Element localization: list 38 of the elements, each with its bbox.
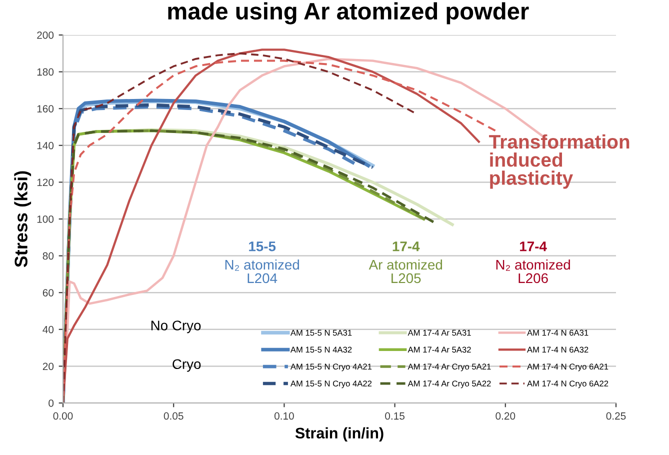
x-tick-label: 0.15 bbox=[385, 412, 404, 420]
annotation: 15-5 N₂ atomized L204 bbox=[225, 242, 300, 284]
y-tick-label: 40 bbox=[42, 326, 54, 334]
legend-label: AM 17-4 N Cryo 6A21 bbox=[527, 364, 608, 372]
x-tick-label: 0.05 bbox=[164, 412, 184, 420]
annotation: 17-4 Ar atomized L205 bbox=[368, 242, 442, 284]
legend-label: AM 17-4 Ar 5A31 bbox=[408, 330, 471, 336]
legend-label: AM 15-5 N 5A31 bbox=[290, 330, 352, 336]
x-axis-title: Strain (in/in) bbox=[295, 427, 384, 442]
chart-title: made using Ar atomized powder bbox=[168, 2, 529, 24]
annotation: 17-4 N₂ atomized L206 bbox=[496, 242, 570, 284]
y-tick-label: 200 bbox=[37, 32, 54, 39]
legend-label: AM 17-4 N 6A32 bbox=[527, 346, 588, 353]
y-tick-label: 60 bbox=[42, 289, 54, 296]
y-tick-label: 100 bbox=[37, 216, 54, 223]
legend-label: AM 17-4 N 6A31 bbox=[527, 330, 588, 336]
x-tick-label: 0.20 bbox=[496, 412, 516, 420]
x-tick-label: 0.00 bbox=[53, 412, 73, 420]
y-tick-label: 140 bbox=[37, 142, 54, 150]
y-tick-label: 180 bbox=[37, 68, 54, 76]
legend-label: AM 17-4 Ar Cryo 5A21 bbox=[408, 364, 491, 372]
legend-label: AM 15-5 N Cryo 4A22 bbox=[290, 380, 372, 388]
x-tick-label: 0.10 bbox=[274, 412, 294, 420]
annotation: Transformation induced plasticity bbox=[489, 134, 630, 189]
y-tick-label: 120 bbox=[37, 178, 54, 186]
y-tick-label: 0 bbox=[48, 400, 54, 407]
y-tick-label: 80 bbox=[42, 252, 54, 260]
legend-label: AM 15-5 N Cryo 4A21 bbox=[290, 364, 372, 372]
x-tick-label: 0.25 bbox=[606, 412, 626, 420]
legend-label: AM 17-4 Ar 5A32 bbox=[408, 346, 471, 353]
annotation: Cryo bbox=[172, 359, 201, 372]
legend-label: AM 17-4 Ar Cryo 5A22 bbox=[408, 380, 491, 388]
annotation: No Cryo bbox=[151, 320, 201, 334]
legend-label: AM 15-5 N 4A32 bbox=[290, 346, 352, 353]
y-axis-title: Stress (ksi) bbox=[14, 171, 32, 268]
y-tick-label: 160 bbox=[37, 105, 54, 112]
y-tick-label: 20 bbox=[42, 362, 54, 370]
legend-label: AM 17-4 N Cryo 6A22 bbox=[527, 380, 608, 388]
